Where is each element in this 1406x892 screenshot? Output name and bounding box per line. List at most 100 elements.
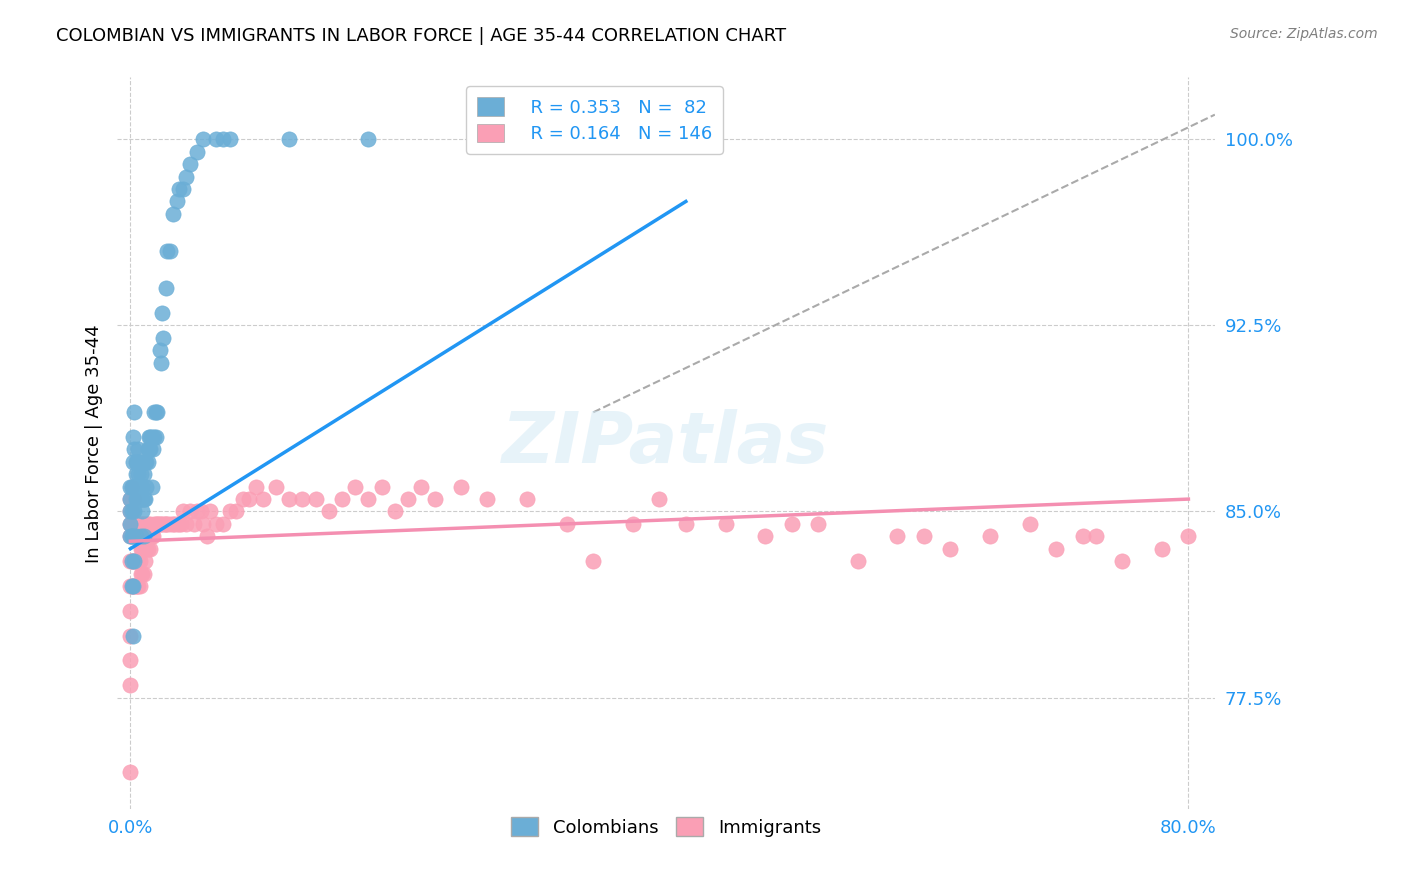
- Point: [714, 516, 737, 531]
- Point: [122, 492, 145, 507]
- Point: [979, 529, 1001, 543]
- Point: [245, 480, 267, 494]
- Point: [125, 579, 148, 593]
- Point: [166, 194, 188, 209]
- Point: [225, 504, 247, 518]
- Point: [174, 516, 197, 531]
- Point: [172, 182, 194, 196]
- Point: [124, 492, 146, 507]
- Point: [124, 554, 146, 568]
- Point: [149, 516, 172, 531]
- Point: [127, 554, 149, 568]
- Point: [1111, 554, 1133, 568]
- Point: [128, 492, 150, 507]
- Point: [131, 516, 153, 531]
- Point: [166, 516, 188, 531]
- Point: [136, 541, 159, 556]
- Point: [120, 529, 142, 543]
- Point: [186, 504, 208, 518]
- Point: [384, 504, 406, 518]
- Point: [162, 207, 184, 221]
- Point: [191, 132, 214, 146]
- Point: [886, 529, 908, 543]
- Point: [134, 455, 156, 469]
- Point: [129, 492, 152, 507]
- Point: [330, 492, 353, 507]
- Point: [142, 442, 165, 457]
- Point: [357, 492, 380, 507]
- Point: [136, 516, 159, 531]
- Point: [136, 455, 159, 469]
- Point: [136, 442, 159, 457]
- Point: [1177, 529, 1199, 543]
- Point: [121, 579, 143, 593]
- Point: [621, 516, 644, 531]
- Point: [148, 343, 170, 358]
- Point: [122, 529, 145, 543]
- Point: [125, 554, 148, 568]
- Point: [120, 579, 142, 593]
- Point: [125, 554, 148, 568]
- Point: [145, 430, 167, 444]
- Point: [134, 554, 156, 568]
- Point: [159, 516, 181, 531]
- Point: [121, 529, 143, 543]
- Point: [318, 504, 340, 518]
- Point: [138, 529, 160, 543]
- Point: [582, 554, 605, 568]
- Point: [129, 529, 152, 543]
- Point: [846, 554, 869, 568]
- Point: [127, 516, 149, 531]
- Point: [127, 467, 149, 482]
- Point: [124, 442, 146, 457]
- Point: [120, 554, 142, 568]
- Point: [238, 492, 260, 507]
- Point: [121, 492, 143, 507]
- Point: [134, 529, 156, 543]
- Point: [124, 579, 146, 593]
- Point: [135, 516, 157, 531]
- Point: [807, 516, 830, 531]
- Point: [344, 480, 367, 494]
- Point: [396, 492, 419, 507]
- Point: [132, 516, 155, 531]
- Point: [555, 516, 578, 531]
- Point: [124, 504, 146, 518]
- Point: [127, 442, 149, 457]
- Point: [138, 442, 160, 457]
- Point: [150, 306, 173, 320]
- Point: [191, 516, 214, 531]
- Point: [124, 554, 146, 568]
- Point: [477, 492, 499, 507]
- Point: [129, 541, 152, 556]
- Point: [146, 405, 169, 419]
- Point: [120, 604, 142, 618]
- Point: [132, 467, 155, 482]
- Point: [264, 480, 287, 494]
- Point: [131, 504, 153, 518]
- Point: [195, 529, 218, 543]
- Point: [121, 579, 143, 593]
- Point: [120, 529, 142, 543]
- Point: [120, 492, 142, 507]
- Point: [125, 467, 148, 482]
- Point: [155, 516, 177, 531]
- Point: [121, 554, 143, 568]
- Point: [127, 480, 149, 494]
- Point: [163, 516, 186, 531]
- Point: [131, 566, 153, 581]
- Point: [128, 455, 150, 469]
- Text: COLOMBIAN VS IMMIGRANTS IN LABOR FORCE | AGE 35-44 CORRELATION CHART: COLOMBIAN VS IMMIGRANTS IN LABOR FORCE |…: [56, 27, 786, 45]
- Point: [939, 541, 962, 556]
- Point: [120, 764, 142, 779]
- Text: ZIPatlas: ZIPatlas: [502, 409, 830, 478]
- Point: [125, 492, 148, 507]
- Point: [121, 516, 143, 531]
- Point: [159, 244, 181, 258]
- Point: [143, 430, 166, 444]
- Point: [128, 554, 150, 568]
- Point: [120, 492, 142, 507]
- Point: [143, 516, 166, 531]
- Point: [411, 480, 433, 494]
- Point: [148, 516, 170, 531]
